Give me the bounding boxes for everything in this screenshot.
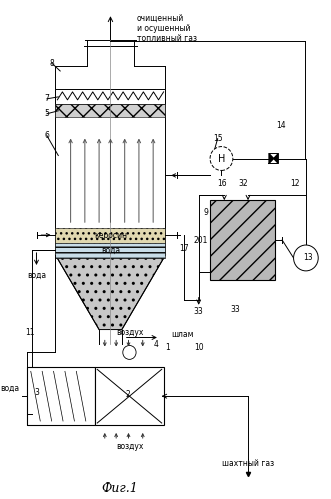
Text: 8: 8 [49,58,54,67]
Polygon shape [269,154,274,164]
Bar [95,367,164,425]
Circle shape [210,147,233,171]
Text: шлам: шлам [171,330,194,339]
Polygon shape [56,255,166,329]
Text: воздух: воздух [116,328,143,337]
Text: 17: 17 [180,244,189,252]
Bar [27,367,95,425]
Text: 2: 2 [125,390,130,399]
Text: 33: 33 [231,305,241,314]
Text: 33: 33 [194,307,204,316]
Text: вода: вода [27,271,46,280]
Text: 9: 9 [204,208,209,217]
Bar [56,228,166,243]
Text: керосин: керосин [94,231,127,240]
Text: 12: 12 [290,179,299,188]
Text: 14: 14 [276,121,286,130]
Text: воздух: воздух [116,443,143,452]
Text: 6: 6 [44,131,49,140]
Text: H: H [218,154,225,164]
Bar [56,243,166,258]
Circle shape [294,245,318,271]
Text: 5: 5 [44,109,49,118]
Text: 11: 11 [25,328,34,337]
Text: 7: 7 [44,94,49,103]
Text: 201: 201 [193,236,208,245]
Text: 15: 15 [213,134,222,143]
Text: 4: 4 [154,340,159,349]
Text: 16: 16 [217,179,227,188]
Text: вода: вода [0,384,20,393]
Text: 1: 1 [165,343,170,352]
Text: 13: 13 [303,253,312,262]
Text: 32: 32 [238,179,248,188]
Text: шахтный газ: шахтный газ [222,459,274,468]
Bar [210,200,275,280]
Text: 10: 10 [194,343,204,352]
Circle shape [123,345,136,359]
Polygon shape [274,154,278,164]
Text: вода: вода [101,246,120,254]
Bar [56,89,166,104]
Text: 3: 3 [34,388,39,397]
Bar [56,104,166,117]
Text: Фиг.1: Фиг.1 [102,482,138,495]
Text: очищенный
и осушенный
топливный газ: очищенный и осушенный топливный газ [137,13,197,43]
